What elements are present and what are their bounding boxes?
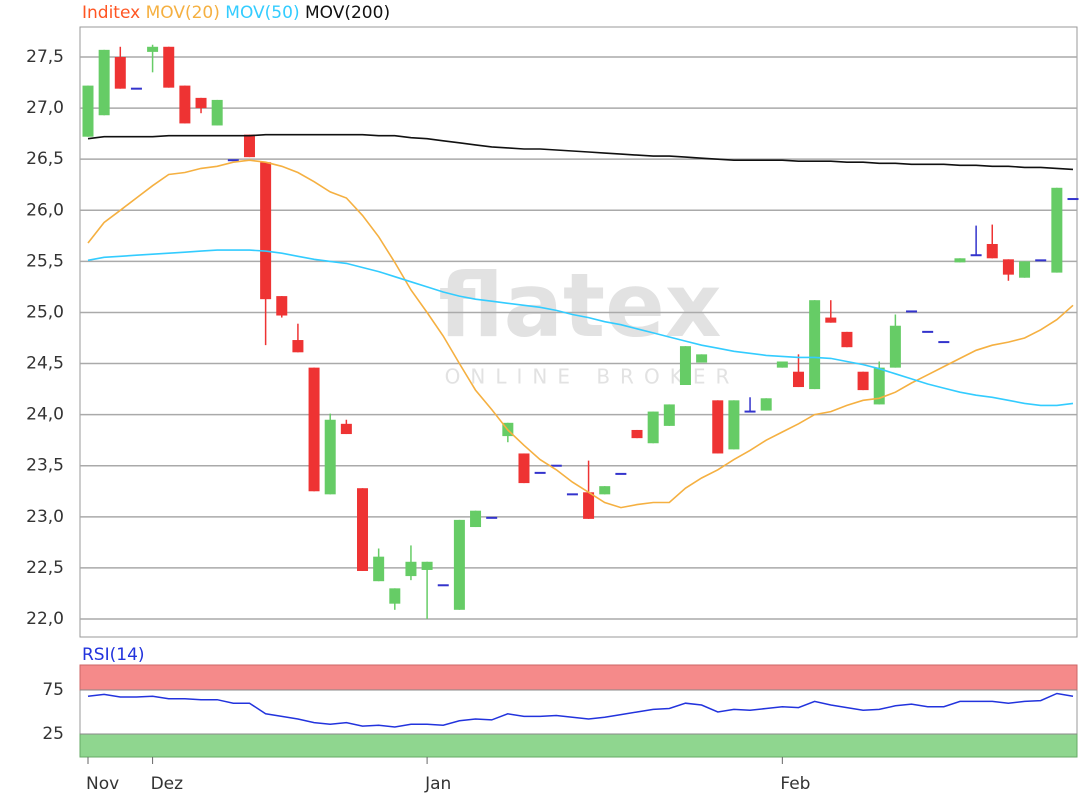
rsi-tick-label: 25 <box>42 724 64 744</box>
candle-body <box>647 411 659 444</box>
candle-body <box>453 519 465 610</box>
y-tick-label: 24,0 <box>26 405 64 425</box>
y-tick-label: 22,5 <box>26 558 64 578</box>
y-tick-label: 23,5 <box>26 456 64 476</box>
x-tick-label: Jan <box>424 774 451 794</box>
candle-body <box>470 510 482 528</box>
candle-body <box>841 331 853 348</box>
watermark: flatex ONLINE BROKER <box>438 254 740 389</box>
x-tick-label: Dez <box>151 774 184 794</box>
legend: Inditex MOV(20) MOV(50) MOV(200) <box>82 3 390 23</box>
x-tick-label: Nov <box>86 774 119 794</box>
rsi-overbought-band <box>79 664 1078 691</box>
candle-body <box>1002 259 1014 275</box>
ma-line <box>87 249 1074 407</box>
candle-body <box>147 46 159 52</box>
candle-body <box>712 400 724 454</box>
y-tick-label: 24,5 <box>26 354 64 374</box>
candle-body <box>1051 187 1063 273</box>
candle-body <box>405 561 417 577</box>
candle-body <box>421 561 433 570</box>
candle-body <box>792 371 804 388</box>
rsi-tick-label: 75 <box>42 680 64 700</box>
candle-body <box>679 346 691 386</box>
ma-line <box>87 159 1074 509</box>
y-tick-label: 23,0 <box>26 507 64 527</box>
candle-body <box>98 49 110 116</box>
candle-body <box>163 46 175 88</box>
rsi-oversold-band <box>79 733 1078 758</box>
candle-body <box>696 354 708 363</box>
y-tick-label: 26,5 <box>26 149 64 169</box>
y-tick-label: 27,0 <box>26 98 64 118</box>
price-panel <box>79 26 1078 638</box>
watermark-tagline: ONLINE BROKER <box>445 365 740 389</box>
candle-body <box>260 162 272 300</box>
candle-body <box>340 423 352 435</box>
candle-body <box>583 492 595 519</box>
candle-body <box>954 258 966 263</box>
ma-line <box>87 133 1074 171</box>
y-tick-label: 27,5 <box>26 47 64 67</box>
candle-body <box>631 429 643 439</box>
candle-body <box>857 371 869 391</box>
legend-entry: MOV(200) <box>305 3 390 23</box>
rsi-label: RSI(14) <box>82 645 145 665</box>
candle-body <box>389 588 401 604</box>
legend-entry: MOV(50) <box>225 3 299 23</box>
rsi-line <box>87 692 1074 728</box>
candle-body <box>728 400 740 450</box>
watermark-brand: flatex <box>438 254 721 357</box>
y-tick-label: 26,0 <box>26 200 64 220</box>
candle-body <box>1019 261 1031 278</box>
candle-body <box>663 404 675 426</box>
candle-body <box>873 367 885 405</box>
candle-body <box>276 296 288 316</box>
y-tick-label: 22,0 <box>26 609 64 629</box>
candle-body <box>986 243 998 259</box>
candle-body <box>82 85 94 137</box>
candle-body <box>760 398 772 411</box>
candle-body <box>308 367 320 492</box>
candle-body <box>211 99 223 126</box>
candle-body <box>243 134 255 158</box>
y-tick-label: 25,5 <box>26 251 64 271</box>
candle-body <box>357 488 369 571</box>
legend-entry: Inditex <box>82 3 140 23</box>
legend-entry: MOV(20) <box>146 3 220 23</box>
candle-body <box>518 453 530 484</box>
candle-body <box>889 325 901 368</box>
y-tick-label: 25,0 <box>26 302 64 322</box>
candle-body <box>324 419 336 495</box>
candle-body <box>599 486 611 495</box>
candle-body <box>195 97 207 109</box>
candle-body <box>292 340 304 353</box>
candle-body <box>825 317 837 323</box>
candle-body <box>776 361 788 368</box>
candle-body <box>114 57 126 89</box>
candle-body <box>809 300 821 390</box>
candle-body <box>179 85 191 124</box>
x-tick-label: Feb <box>780 774 810 794</box>
candle-body <box>373 556 385 582</box>
